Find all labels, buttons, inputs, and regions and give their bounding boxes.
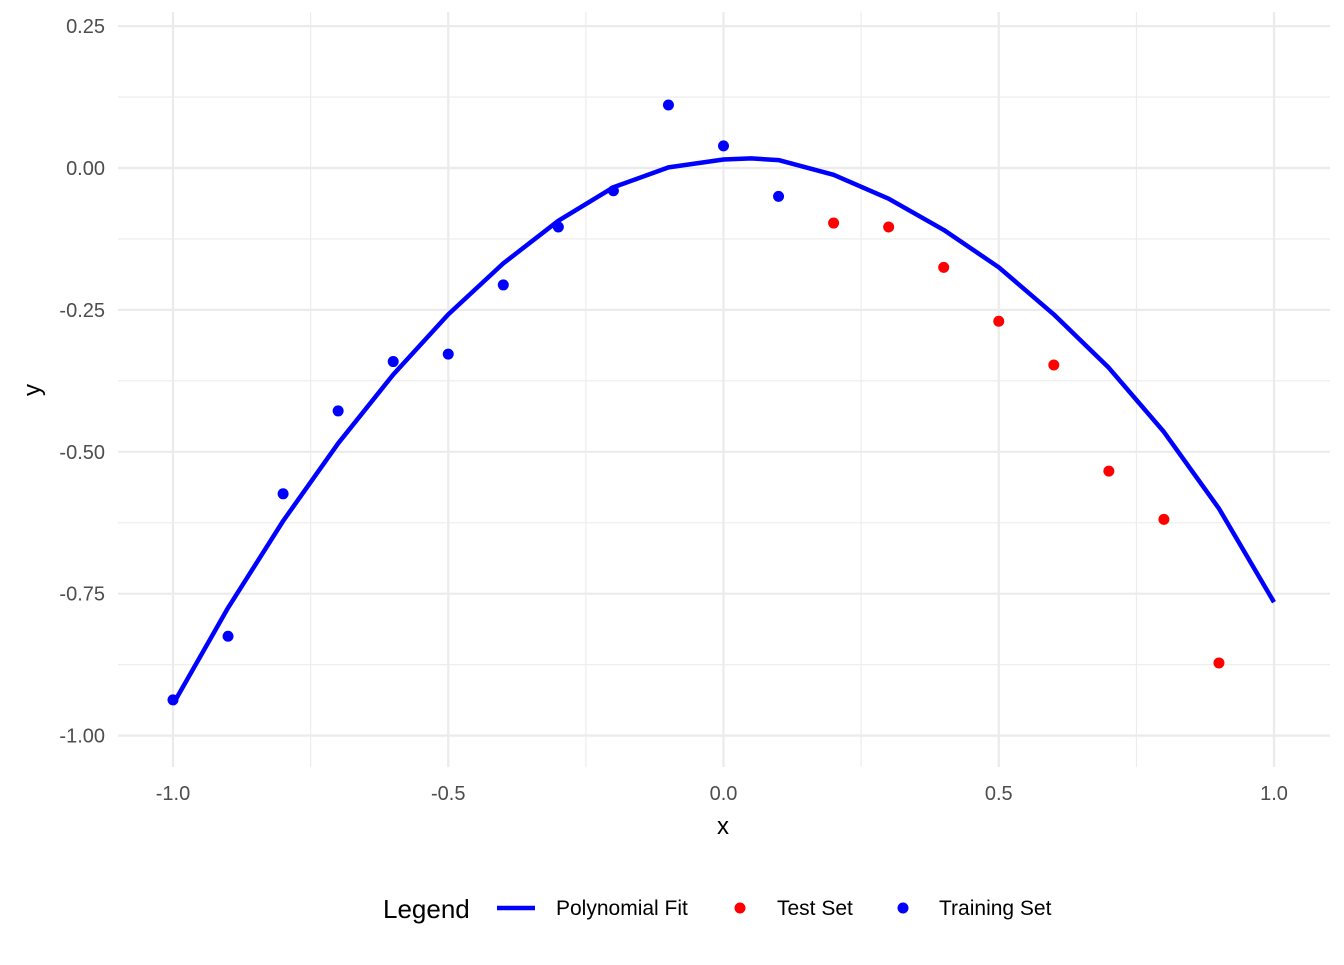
- y-tick-label: -0.50: [59, 442, 105, 464]
- y-tick-label: -1.00: [59, 726, 105, 748]
- training-set-point: [552, 221, 564, 233]
- legend-entry-label: Polynomial Fit: [556, 897, 688, 920]
- y-tick-label: 0.00: [66, 158, 105, 180]
- test-set-point: [993, 315, 1005, 327]
- x-tick-label: 0.5: [985, 783, 1013, 805]
- x-tick-label: -1.0: [156, 783, 190, 805]
- legend-title: Legend: [383, 894, 470, 924]
- x-tick-label: 0.0: [710, 783, 738, 805]
- legend: Legend Polynomial Fit Test Set Training Se…: [383, 894, 1052, 924]
- x-tick-label: 1.0: [1260, 783, 1288, 805]
- y-tick-label: 0.25: [66, 16, 105, 38]
- plot-area: [167, 99, 1276, 706]
- training-set-point: [607, 185, 619, 197]
- x-tick-label: -0.5: [431, 783, 465, 805]
- training-set-point: [387, 356, 399, 368]
- training-set-point: [442, 348, 454, 360]
- y-tick-label: -0.25: [59, 300, 105, 322]
- training-set-point: [718, 140, 729, 152]
- training-set-point: [773, 190, 785, 202]
- test-set-point: [828, 217, 840, 229]
- x-axis-title: x: [717, 813, 729, 840]
- test-set-point: [1103, 465, 1115, 477]
- legend-entry-label: Test Set: [777, 897, 853, 920]
- test-set-point: [938, 261, 950, 273]
- training-set-point: [662, 99, 674, 111]
- training-set-point: [277, 488, 289, 500]
- training-set-point: [497, 279, 509, 291]
- training-set-point: [222, 630, 234, 642]
- axes: -1.0 -0.5 0.0 0.5 1.0 0.25 0.00 -0.25 -0.50 -0.75…: [59, 16, 1288, 805]
- legend-key-point: [897, 902, 909, 914]
- training-set-point: [332, 405, 344, 417]
- grid: [118, 12, 1330, 767]
- test-set-point: [1048, 359, 1060, 371]
- legend-entry-label: Training Set: [939, 897, 1052, 920]
- legend-key-point: [734, 902, 746, 914]
- y-axis-title: y: [19, 384, 46, 396]
- y-tick-label: -0.75: [59, 584, 105, 606]
- test-set-point: [1213, 657, 1225, 669]
- test-set-point: [883, 221, 895, 233]
- test-set-point: [1158, 513, 1170, 525]
- training-set-point: [167, 694, 179, 706]
- polynomial-fit-line: [171, 156, 1276, 706]
